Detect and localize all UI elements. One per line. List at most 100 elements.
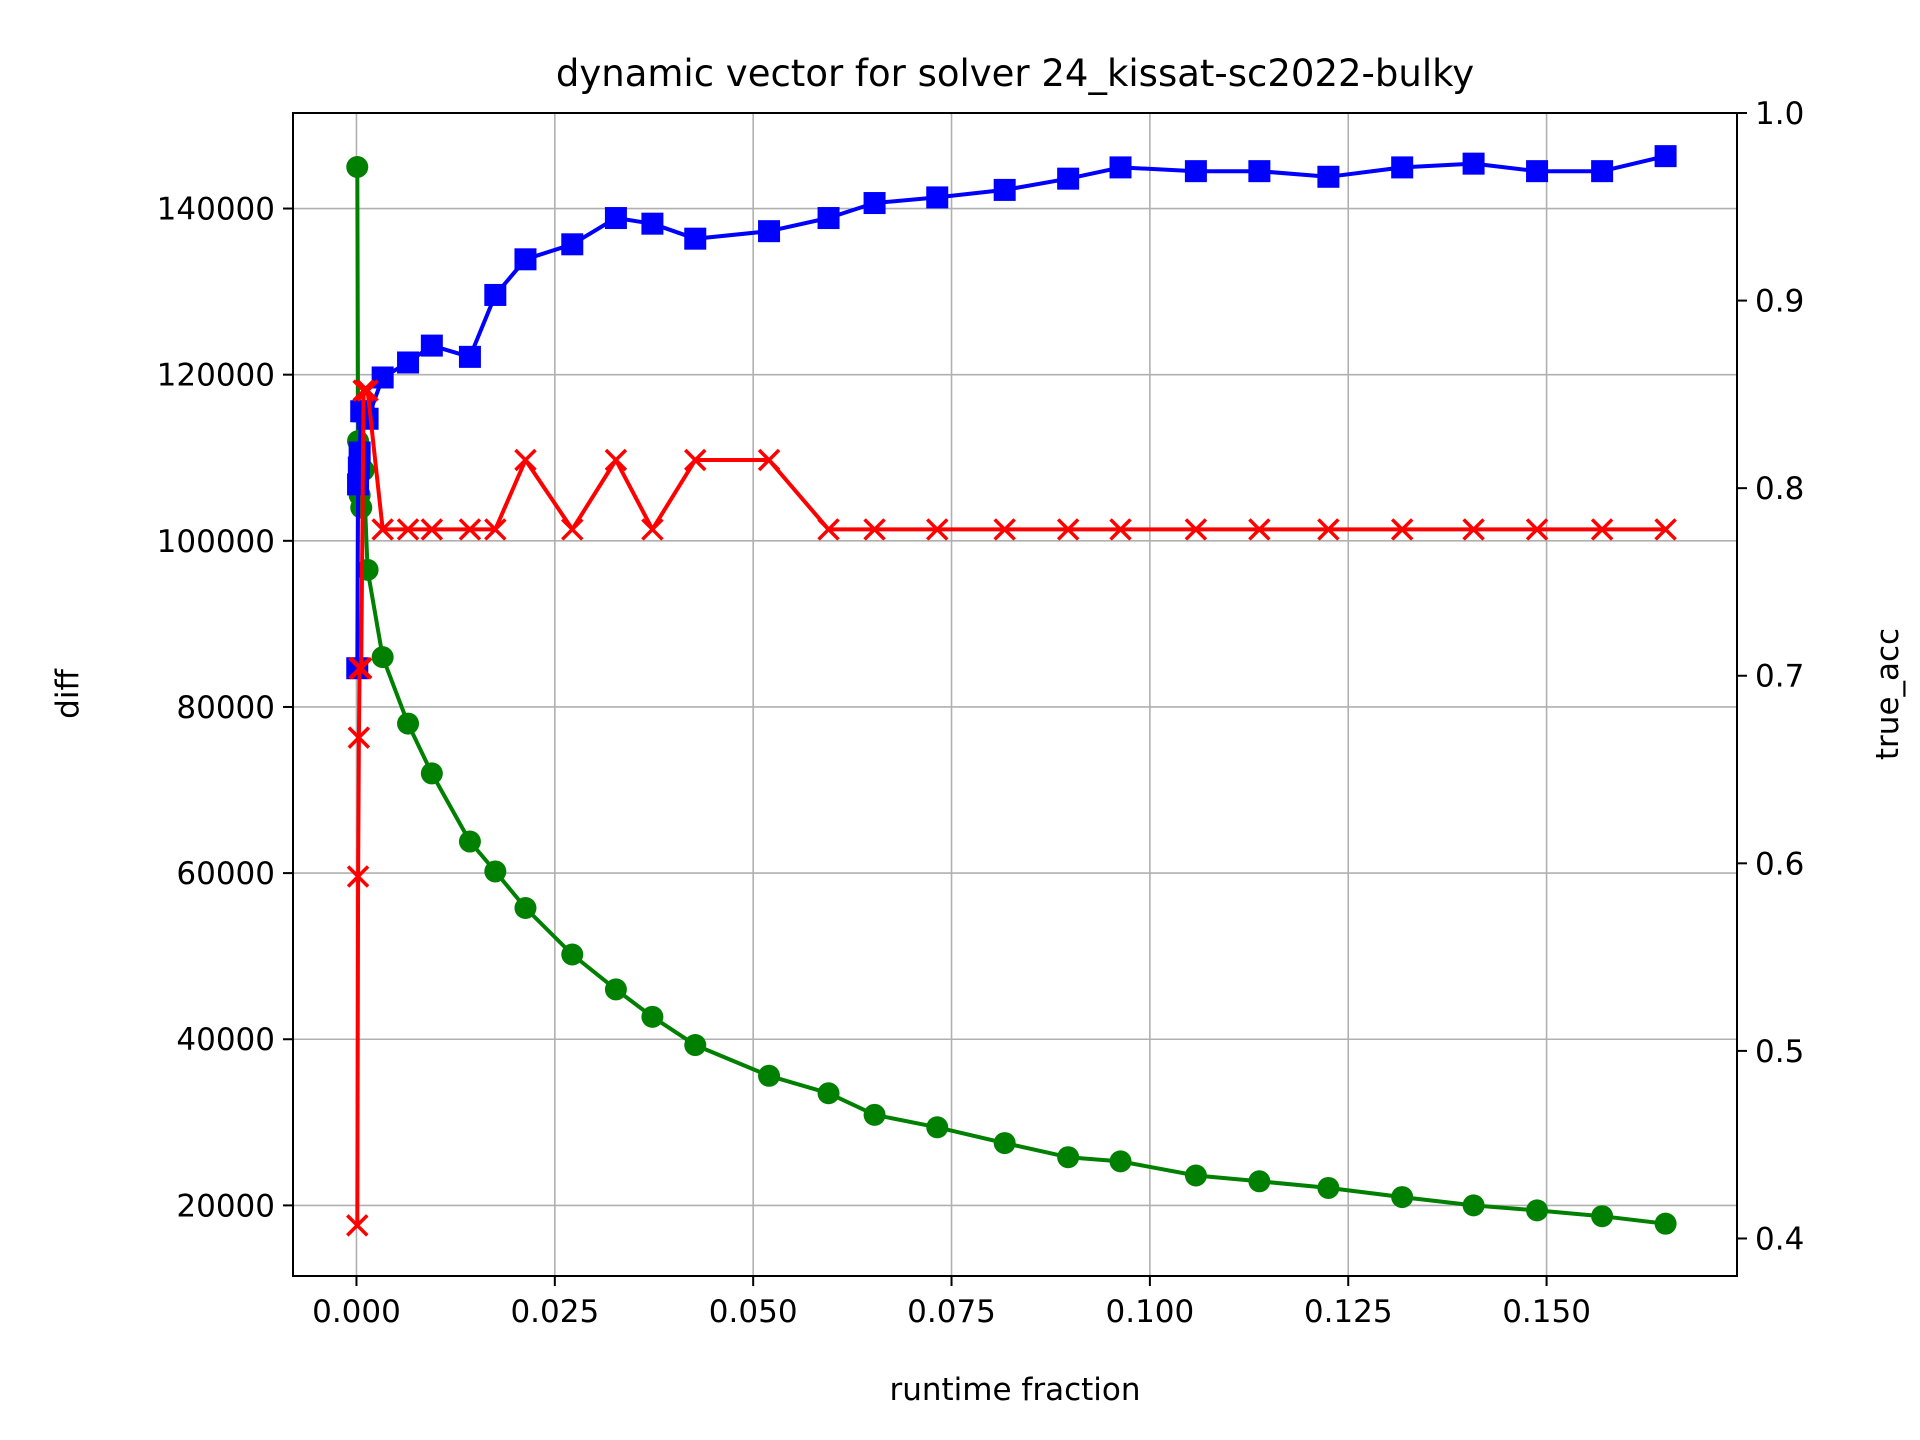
data-point [346, 1214, 369, 1237]
x-tick-label: 0.100 [1106, 1294, 1195, 1330]
data-point [993, 1132, 1016, 1155]
y-left-tick-label: 40000 [176, 1022, 275, 1058]
data-point [1184, 160, 1207, 183]
y-right-tick-label: 0.8 [1755, 471, 1804, 507]
data-point [1317, 518, 1340, 541]
data-point [484, 518, 507, 541]
data-point [604, 978, 627, 1001]
data-point [1391, 156, 1414, 179]
data-point [371, 518, 394, 541]
data-point [817, 518, 840, 541]
x-tick-label: 0.075 [907, 1294, 996, 1330]
x-tick-label: 0.025 [510, 1294, 599, 1330]
data-point [1317, 1176, 1340, 1199]
data-point [1591, 1205, 1614, 1228]
data-point [346, 155, 369, 178]
y-left-tick-label: 20000 [176, 1188, 275, 1224]
data-point [758, 220, 781, 243]
data-point [993, 518, 1016, 541]
chart-title: dynamic vector for solver 24_kissat-sc20… [556, 52, 1474, 95]
data-point [484, 283, 507, 306]
data-point [514, 896, 537, 919]
x-axis-label: runtime fraction [889, 1372, 1140, 1408]
x-tick-label: 0.150 [1502, 1294, 1591, 1330]
data-point [758, 1064, 781, 1087]
data-point [348, 441, 371, 464]
data-point [397, 712, 420, 735]
y-right-tick-label: 1.0 [1755, 96, 1804, 132]
data-point [371, 646, 394, 669]
data-point [1525, 518, 1549, 541]
data-point [349, 657, 373, 680]
data-point [514, 448, 537, 472]
data-point [1654, 1212, 1677, 1235]
x-tick-label: 0.050 [709, 1294, 798, 1330]
data-point [757, 448, 781, 472]
y-right-tick-label: 0.4 [1755, 1221, 1804, 1257]
data-point [1057, 1146, 1080, 1169]
ticks: 0.000 0.025 0.050 0.075 0.100 0.125 0.150 20000… [157, 96, 1805, 1330]
data-point [1184, 1164, 1207, 1187]
data-point [1654, 518, 1677, 541]
data-point [458, 830, 481, 853]
y-axis-label-right: true_acc [1870, 628, 1906, 760]
data-point [926, 186, 949, 209]
data-point [458, 518, 482, 541]
data-point [1526, 160, 1549, 183]
series-2 [346, 379, 1677, 1237]
y-right-tick-label: 0.9 [1755, 284, 1804, 320]
data-point [396, 518, 420, 541]
data-point [356, 407, 379, 430]
data-point [420, 334, 443, 357]
data-point [484, 860, 507, 883]
data-point [346, 865, 370, 888]
data-point [1654, 145, 1677, 168]
data-point [458, 345, 481, 368]
data-point [356, 379, 379, 402]
data-point [1057, 167, 1080, 190]
series-layer [346, 145, 1677, 1237]
data-point [863, 192, 886, 215]
y-right-tick-label: 0.7 [1755, 659, 1804, 695]
data-point [926, 1116, 949, 1139]
data-point [641, 1005, 664, 1028]
y-left-tick-label: 60000 [176, 856, 275, 892]
data-point [641, 518, 664, 541]
data-point [1248, 1170, 1271, 1193]
data-point [1248, 160, 1271, 183]
data-point [863, 518, 886, 541]
data-point [1317, 165, 1340, 188]
data-point [926, 518, 949, 541]
y-left-tick-label: 120000 [157, 358, 275, 394]
y-right-tick-label: 0.6 [1755, 846, 1804, 882]
data-point [420, 762, 443, 785]
plot-frame [292, 112, 1738, 1277]
data-point [863, 1103, 886, 1126]
data-point [1390, 518, 1414, 541]
data-point [420, 518, 444, 541]
y-right-tick-label: 0.5 [1755, 1034, 1804, 1070]
data-point [993, 178, 1016, 201]
data-point [1590, 518, 1614, 541]
data-point [561, 518, 584, 541]
data-point [1109, 518, 1132, 541]
data-point [1109, 1150, 1132, 1173]
data-point [514, 248, 537, 271]
y-left-tick-label: 100000 [157, 524, 275, 560]
data-point [817, 207, 840, 230]
data-point [1591, 160, 1614, 183]
data-point [561, 943, 584, 966]
data-point [1248, 518, 1271, 541]
data-point [641, 212, 664, 235]
data-point [604, 448, 628, 472]
y-axis-label-left: diff [50, 669, 86, 719]
data-point [397, 351, 420, 374]
data-point [1462, 518, 1485, 541]
data-point [561, 233, 584, 256]
y-left-tick-label: 140000 [157, 192, 275, 228]
data-point [604, 207, 627, 230]
data-point [684, 448, 707, 472]
data-point [684, 227, 707, 250]
